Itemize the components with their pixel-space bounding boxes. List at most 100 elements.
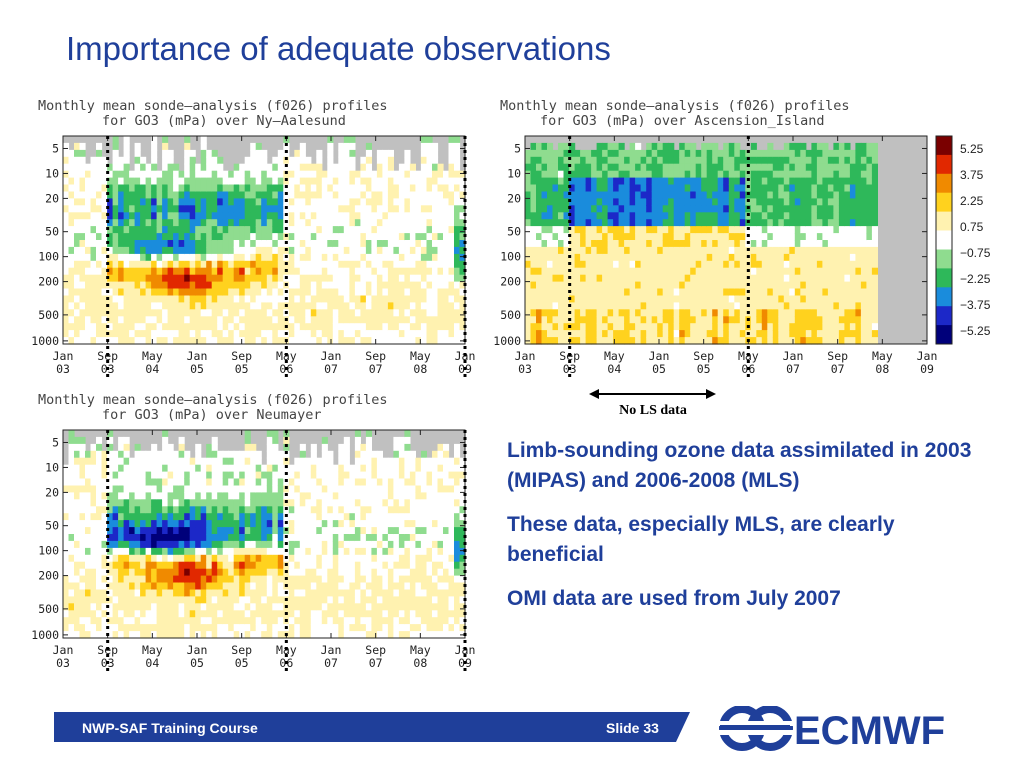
x-tick-year: 05 [697,362,711,376]
y-tick-label: 10 [45,166,59,180]
x-tick-year: 04 [145,362,159,376]
colorbar: 5.25 3.75 2.25 0.75 −0.75 −2.25 −3.75 −5.25 [935,135,991,345]
chart-subtitle: for GO3 (mPa) over Ascension_Island [540,113,824,129]
y-tick-label: 50 [45,225,59,239]
heatmap-plot: 51020501002005001000Jan03Sep03May04Jan05… [31,429,475,672]
colorbar-swatch [936,154,952,175]
y-tick-label: 500 [500,308,521,322]
x-tick-month: Jan [649,349,670,363]
arrow-head-left [589,389,599,399]
ascension-island-chart: Monthly mean sonde—analysis (f026) profi… [493,98,991,378]
colorbar-swatch [936,249,952,269]
ny-aalesund-chart: Monthly mean sonde—analysis (f026) profi… [31,98,475,378]
logo-text: ECMWF [794,709,945,753]
x-tick-month: May [604,349,625,363]
x-tick-year: 03 [56,362,70,376]
x-tick-month: Jan [53,349,74,363]
y-tick-label: 5 [52,435,59,449]
colorbar-swatch [936,230,952,250]
bullet-item: OMI data are used from July 2007 [507,587,841,610]
colorbar-label: −0.75 [960,246,991,260]
colorbar-label: −5.25 [960,324,991,338]
x-tick-year: 09 [920,362,934,376]
colorbar-swatch [936,192,952,213]
colorbar-swatch [936,173,952,194]
x-tick-year: 08 [875,362,889,376]
y-tick-label: 500 [38,308,59,322]
x-tick-month: May [872,349,893,363]
colorbar-swatch [936,287,952,307]
x-tick-year: 03 [56,656,70,670]
x-tick-month: Sep [365,349,386,363]
y-tick-label: 50 [45,519,59,533]
colorbar-swatch [936,325,952,345]
x-tick-year: 05 [190,362,204,376]
bullet-item: These data, especially MLS, are clearly … [507,513,895,566]
chart-panel-neumayer: Monthly mean sonde—analysis (f026) profi… [30,386,485,676]
annotation-label: No LS data [619,403,687,418]
x-tick-year: 05 [190,656,204,670]
x-tick-month: Jan [783,349,804,363]
y-tick-label: 500 [38,602,59,616]
colorbar-label: −2.25 [960,272,991,286]
bullet-list: Limb-sounding ozone data assimilated in … [507,436,997,628]
y-tick-label: 5 [514,141,521,155]
heatmap-plot: 51020501002005001000Jan03Sep03May04Jan05… [493,135,938,378]
x-tick-month: Jan [515,349,536,363]
x-tick-year: 07 [786,362,800,376]
no-ls-data-annotation: No LS data [589,389,716,418]
ecmwf-logo: ECMWF [718,706,945,753]
x-tick-year: 05 [235,362,249,376]
x-tick-month: Sep [231,643,252,657]
colorbar-swatch [936,136,952,156]
colorbar-label: 0.75 [960,220,984,234]
slide-title: Importance of adequate observations [66,30,611,67]
footer-band [54,712,690,742]
y-tick-label: 20 [45,485,59,499]
heatmap-plot: 51020501002005001000Jan03Sep03May04Jan05… [31,135,475,378]
neumayer-chart: Monthly mean sonde—analysis (f026) profi… [31,392,475,672]
colorbar-label: 3.75 [960,168,984,182]
y-tick-label: 10 [507,166,521,180]
y-tick-label: 50 [507,225,521,239]
y-tick-label: 100 [38,544,59,558]
y-tick-label: 200 [500,275,521,289]
chart-subtitle: for GO3 (mPa) over Ny—Aalesund [102,113,346,129]
x-tick-year: 03 [518,362,532,376]
x-tick-month: May [410,349,431,363]
x-tick-month: May [142,643,163,657]
x-tick-month: Sep [827,349,848,363]
x-tick-year: 08 [413,656,427,670]
y-tick-label: 10 [45,460,59,474]
y-tick-label: 1000 [493,334,521,348]
x-tick-month: Jan [917,349,938,363]
chart-panel-ascension-island: Monthly mean sonde—analysis (f026) profi… [492,92,1022,382]
footer-course-label: NWP-SAF Training Course [82,720,258,736]
x-tick-month: Sep [693,349,714,363]
x-tick-month: Sep [365,643,386,657]
x-tick-year: 07 [369,656,383,670]
arrow-head-right [706,389,716,399]
x-tick-month: Jan [187,349,208,363]
y-tick-label: 1000 [31,628,59,642]
y-tick-label: 200 [38,569,59,583]
colorbar-label: 2.25 [960,194,984,208]
y-tick-label: 20 [507,191,521,205]
chart-title: Monthly mean sonde—analysis (f026) profi… [38,98,388,114]
x-tick-year: 04 [145,656,159,670]
x-tick-month: Jan [321,643,342,657]
bullet-item: Limb-sounding ozone data assimilated in … [507,439,972,492]
x-tick-month: Sep [231,349,252,363]
x-tick-year: 07 [369,362,383,376]
chart-panel-ny-aalesund: Monthly mean sonde—analysis (f026) profi… [30,92,485,382]
x-tick-month: Jan [53,643,74,657]
footer-bar [54,712,690,742]
y-tick-label: 200 [38,275,59,289]
x-tick-year: 05 [235,656,249,670]
colorbar-swatch [936,268,952,288]
x-tick-month: May [142,349,163,363]
chart-title: Monthly mean sonde—analysis (f026) profi… [38,392,388,408]
x-tick-year: 07 [324,656,338,670]
x-tick-year: 08 [413,362,427,376]
chart-title: Monthly mean sonde—analysis (f026) profi… [500,98,850,114]
